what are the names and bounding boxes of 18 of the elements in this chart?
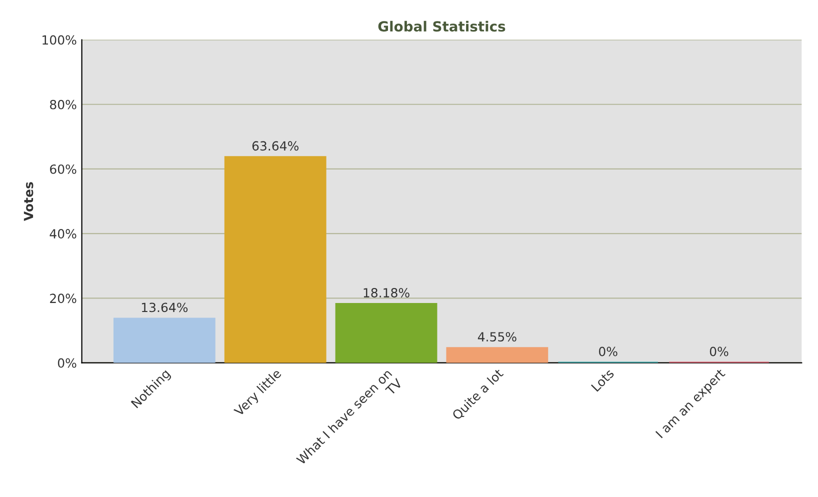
y-axis-title: Votes [24,182,34,221]
y-tick-label: 0% [58,358,76,368]
bar [113,318,216,363]
data-label: 13.64% [142,302,188,312]
y-tick-label: 60% [50,164,76,174]
bar [224,156,326,363]
y-tick-label: 100% [42,35,76,45]
data-label: 63.64% [252,141,298,151]
data-label: 4.55% [478,332,516,342]
bar [335,303,438,363]
data-label: 18.18% [364,288,410,298]
data-label: 0% [710,346,728,356]
y-tick-label: 80% [50,100,76,110]
chart-title: Global Statistics [378,20,506,32]
bar [446,347,548,363]
y-tick-label: 20% [50,294,76,304]
data-label: 0% [599,346,618,356]
y-tick-label: 40% [50,229,76,239]
